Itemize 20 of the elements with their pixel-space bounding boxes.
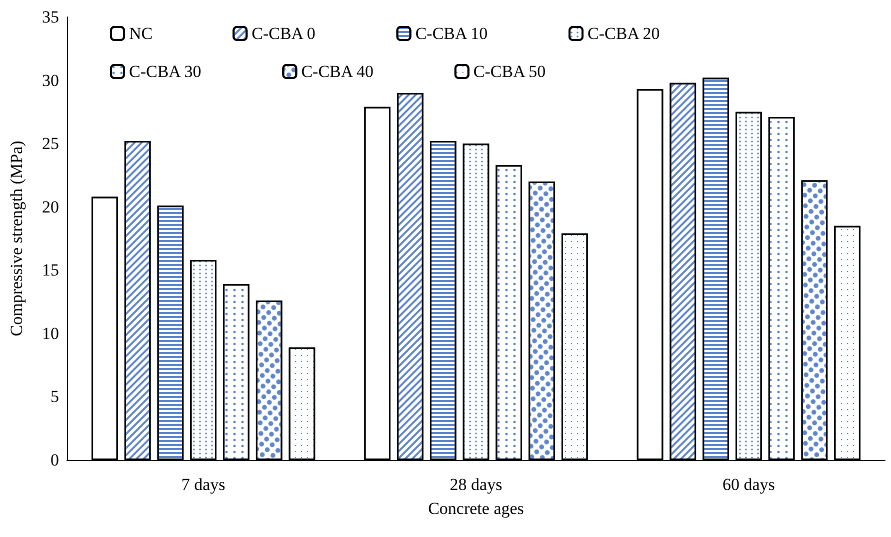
legend-label: NC [129,24,153,43]
legend-label: C-CBA 10 [415,24,488,43]
y-tick-label: 20 [42,197,59,216]
x-tick-label: 60 days [722,475,775,494]
y-tick-label: 35 [42,8,59,26]
y-tick-label: 5 [50,387,59,406]
legend-label: C-CBA 40 [301,62,374,81]
y-tick-label: 10 [42,324,59,343]
y-tick-label: 15 [42,260,59,280]
y-tick-label: 0 [50,450,59,470]
y-axis-title: Compressive strength (MPa) [7,140,26,336]
y-tick-label: 25 [42,134,59,154]
legend-label: C-CBA 30 [129,62,202,81]
legend-label: C-CBA 20 [588,24,660,43]
x-tick-label: 28 days [450,475,502,494]
legend-label: C-CBA 0 [252,24,316,43]
legend-label: C-CBA 50 [473,62,546,81]
x-tick-label: 7 days [181,475,226,494]
y-tick-label: 30 [42,70,59,90]
x-axis-title: Concrete ages [428,499,524,518]
